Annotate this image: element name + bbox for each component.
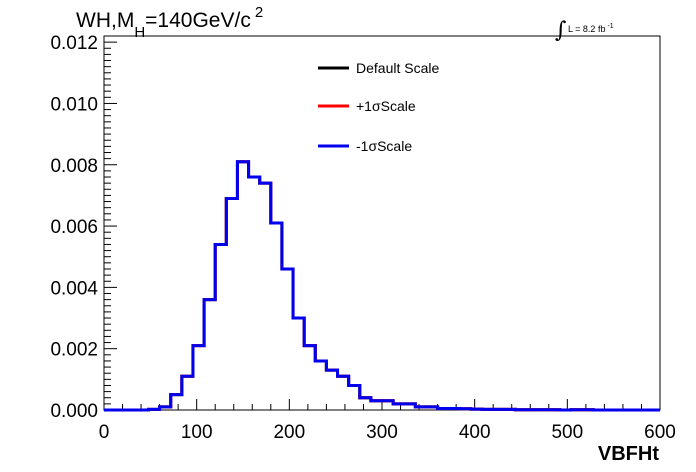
x-tick-label: 400 — [459, 422, 491, 443]
legend-label: +1σScale — [356, 98, 416, 114]
series-line-3 — [104, 160, 660, 412]
lumi-integral-sign: ∫ — [555, 18, 567, 43]
legend-label: Default Scale — [356, 60, 439, 76]
lumi-text: L = 8.2 fb — [568, 24, 605, 34]
axes: 0 100 200 300 400 500 600 0.000 0.002 0.004 0.006 0… — [50, 33, 675, 443]
x-tick-label: 600 — [644, 422, 676, 443]
x-tick-label: 0 — [99, 422, 110, 443]
y-tick-label: 0.010 — [50, 94, 98, 115]
legend: Default Scale +1σScale -1σScale — [318, 60, 439, 154]
chart-title: WH,MH=140GeV/c 2 — [76, 4, 263, 41]
lumi-label: L = 8.2 fb -1 — [568, 23, 614, 34]
y-tick-label: 0.002 — [50, 340, 98, 361]
histogram-series — [104, 160, 660, 412]
y-tick-label: 0.012 — [50, 33, 98, 54]
title-superscript: 2 — [255, 4, 263, 21]
x-axis-title: VBFHt — [598, 443, 659, 465]
title-rest: =140GeV/c — [145, 9, 251, 32]
plot-frame — [103, 35, 661, 411]
title-subscript: H — [134, 24, 145, 41]
legend-label: -1σScale — [356, 138, 412, 154]
x-tick-label: 100 — [181, 422, 213, 443]
x-tick-label: 200 — [273, 422, 305, 443]
y-tick-label: 0.000 — [50, 401, 98, 422]
lumi-superscript: -1 — [607, 23, 613, 30]
title-main: WH,M — [76, 9, 134, 32]
y-tick-label: 0.006 — [50, 217, 98, 238]
x-tick-label: 300 — [366, 422, 398, 443]
y-tick-label: 0.004 — [50, 278, 98, 299]
x-tick-label: 500 — [551, 422, 583, 443]
y-tick-label: 0.008 — [50, 156, 98, 177]
